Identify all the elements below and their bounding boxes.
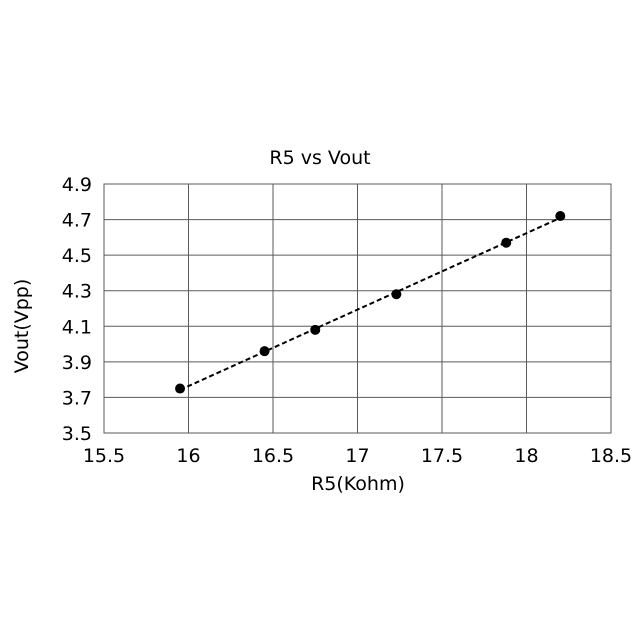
y-tick-label: 4.5 (62, 245, 92, 267)
data-point (501, 238, 511, 248)
x-tick-label: 17.5 (421, 445, 463, 467)
y-tick-label: 4.3 (62, 281, 92, 303)
y-tick-label: 4.1 (62, 316, 92, 338)
y-tick-label: 4.9 (62, 174, 92, 196)
y-tick-label: 3.7 (62, 387, 92, 409)
x-tick-label: 16.5 (252, 445, 294, 467)
chart-title: R5 vs Vout (269, 147, 370, 169)
y-axis-ticks: 3.5 3.7 3.9 4.1 4.3 4.5 4.7 4.9 (62, 174, 92, 445)
x-tick-label: 15.5 (83, 445, 125, 467)
y-tick-label: 3.5 (62, 423, 92, 445)
y-tick-label: 4.7 (62, 210, 92, 232)
x-axis-ticks: 15.5 16 16.5 17 17.5 18 18.5 (83, 445, 632, 467)
x-tick-label: 18 (514, 445, 538, 467)
data-point (260, 346, 270, 356)
x-axis-label: R5(Kohm) (311, 473, 405, 495)
data-point (555, 211, 565, 221)
x-tick-label: 17 (345, 445, 369, 467)
data-point (175, 384, 185, 394)
y-tick-label: 3.9 (62, 352, 92, 374)
data-point (310, 325, 320, 335)
grid (104, 184, 611, 433)
data-point (391, 289, 401, 299)
x-tick-label: 16 (176, 445, 200, 467)
x-tick-label: 18.5 (590, 445, 632, 467)
y-axis-label: Vout(Vpp) (11, 279, 33, 374)
